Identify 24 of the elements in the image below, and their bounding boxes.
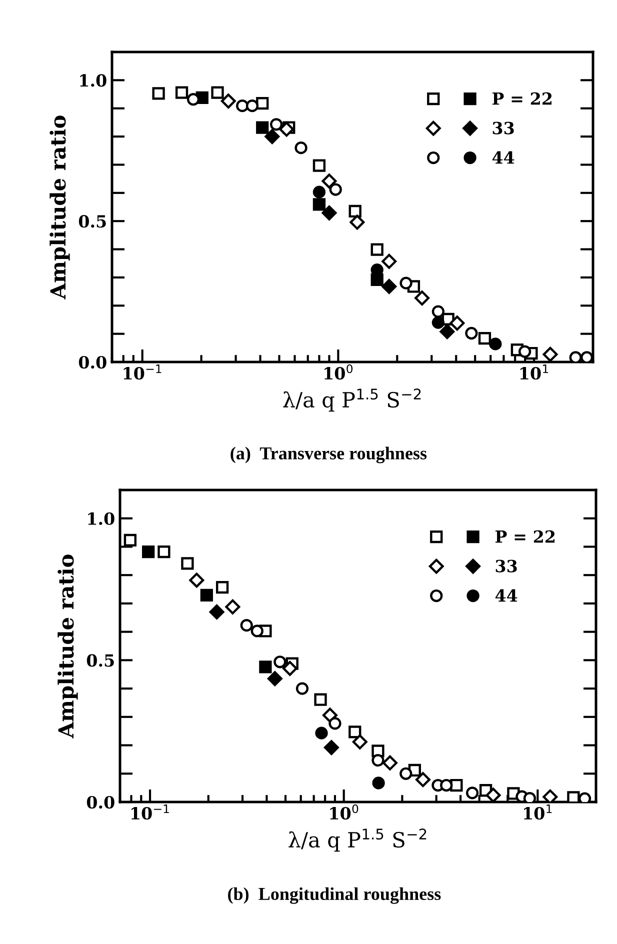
legend-label: 44: [492, 151, 514, 164]
legend-label: P = 22: [495, 530, 554, 543]
legend-label: 44: [495, 589, 518, 602]
text: (b) Longitudinal roughness: [228, 887, 441, 904]
legend-label: 33: [496, 560, 517, 572]
x-tick-label: 10$^{1}$: [524, 804, 552, 820]
y-tick-label: 0.5: [78, 215, 106, 228]
y-tick-label: 0.5: [86, 654, 114, 667]
x-tick-label: 10$^{0}$: [330, 804, 358, 820]
x-tick-label: 10$^{−1}$: [124, 364, 162, 380]
x-tick-label: 10$^{1}$: [520, 364, 548, 380]
legend-label: P = 22: [492, 92, 552, 105]
text: (a) Transverse roughness: [230, 446, 427, 464]
y-tick-label: 1.0: [88, 512, 114, 525]
x-axis-title: λ/a q P$^{1.5}$ S$^{−2}$: [288, 828, 426, 852]
x-axis-title: λ/a q P$^{1.5}$ S$^{−2}$: [283, 388, 421, 412]
y-tick-label: 1.0: [80, 74, 106, 87]
y-tick-label: 0.0: [78, 356, 106, 369]
legend-label: 33: [492, 122, 514, 134]
y-tick-label: 0.0: [86, 796, 114, 809]
x-tick-label: 10$^{−1}$: [131, 804, 169, 820]
y-axis-title: Amplitude ratio: [58, 554, 78, 738]
y-axis-title: Amplitude ratio: [50, 116, 70, 300]
x-tick-label: 10$^{0}$: [324, 364, 353, 380]
